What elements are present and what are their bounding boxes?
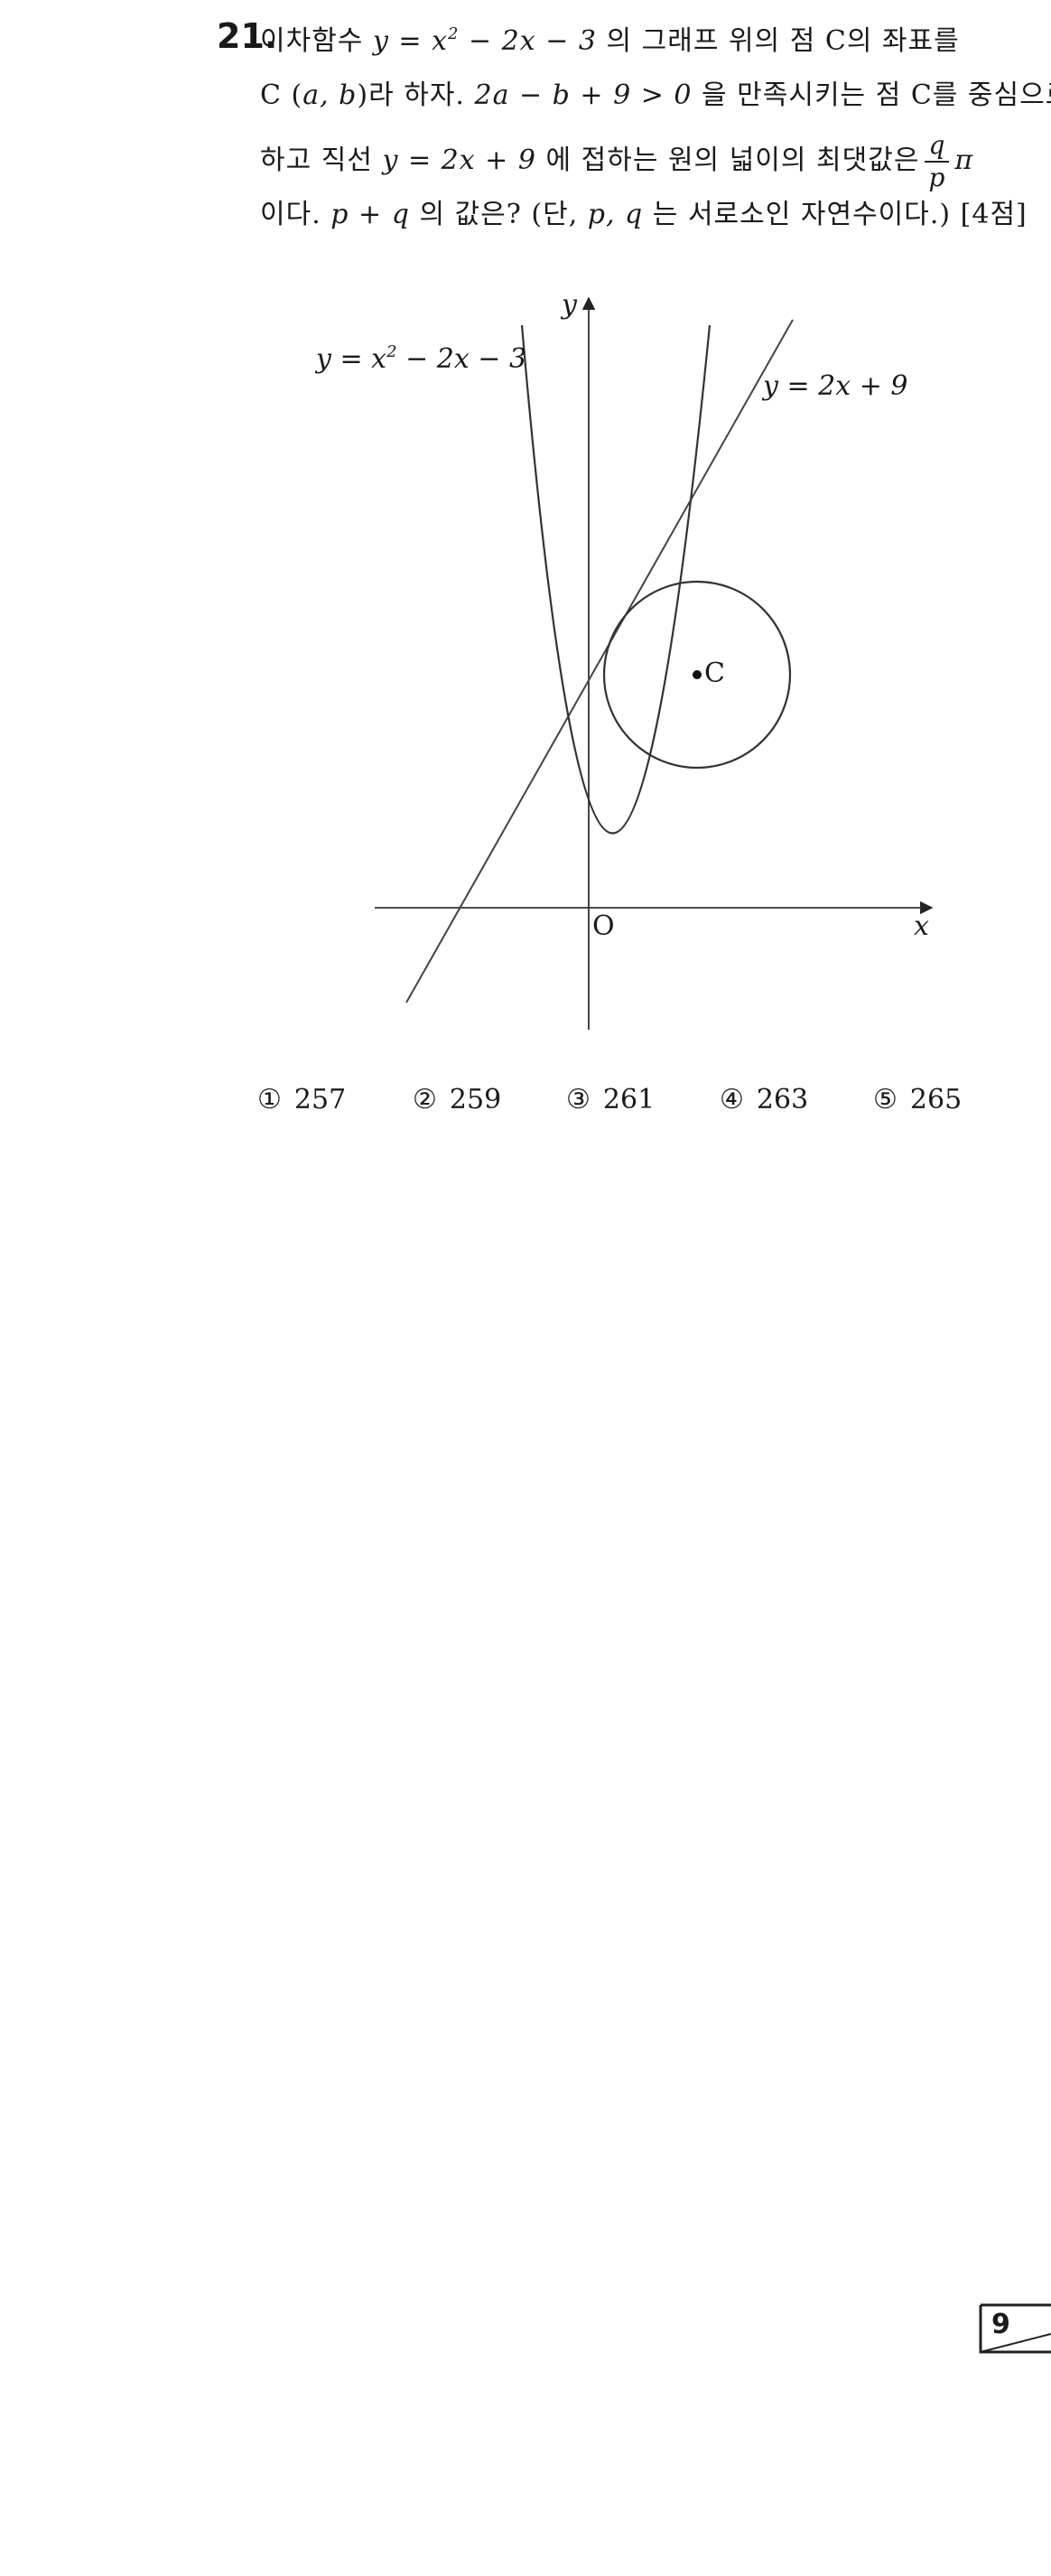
text-segment: 이다. <box>260 199 331 230</box>
choice-value: 265 <box>909 1084 963 1115</box>
inequality: 2a − b + 9 > 0 <box>474 79 693 111</box>
choice-value: 263 <box>756 1084 809 1115</box>
choice-value: 259 <box>449 1084 502 1115</box>
text-segment: 이차함수 <box>260 25 373 57</box>
choice-3[interactable]: ③ 261 <box>566 1084 655 1115</box>
answer-choices: ① 257 ② 259 ③ 261 ④ 263 ⑤ 265 <box>257 1084 1007 1129</box>
problem-line-1: 이차함수 y = x2 − 2x − 3 의 그래프 위의 점 C의 좌표를 <box>260 18 960 58</box>
pi-symbol: π <box>954 145 974 176</box>
coprime-variables: p, q <box>587 199 644 230</box>
graph-svg <box>375 296 934 1030</box>
question-number: 21. <box>217 16 278 56</box>
circle <box>602 580 792 770</box>
point-variables: a, b <box>302 79 358 111</box>
y-axis-label: y <box>562 289 577 321</box>
text-segment: C ( <box>260 79 303 111</box>
choice-value: 261 <box>602 1084 656 1115</box>
choice-marker: ③ <box>566 1084 591 1115</box>
line-label: y = 2x + 9 <box>763 370 908 402</box>
page-number-box: 9 <box>977 2301 1051 2357</box>
center-label: C <box>704 658 725 689</box>
page-tab-shape <box>979 2303 1051 2354</box>
text-segment: 하고 직선 <box>260 145 383 176</box>
choice-2[interactable]: ② 259 <box>413 1084 501 1115</box>
fraction-denominator: p <box>928 163 946 192</box>
text-segment: )라 하자. <box>357 79 475 111</box>
line-y-2x-9 <box>405 319 794 1003</box>
choice-1[interactable]: ① 257 <box>257 1084 346 1115</box>
problem-line-3: 하고 직선 y = 2x + 9 에 접하는 원의 넓이의 최댓값은 q p π <box>260 130 973 193</box>
choice-5[interactable]: ⑤ 265 <box>873 1084 962 1115</box>
x-axis-label: x <box>914 910 929 942</box>
function-base: y = x <box>372 25 449 57</box>
sum-expression: p + q <box>330 199 410 230</box>
choice-value: 257 <box>293 1084 347 1115</box>
text-segment: 에 접하는 원의 넓이의 최댓값은 <box>535 145 920 176</box>
center-point <box>693 670 702 679</box>
origin-label: O <box>592 910 615 942</box>
problem-line-4: 이다. p + q 의 값은? (단, p, q 는 서로소인 자연수이다.) … <box>260 191 1028 231</box>
parabola-curve <box>520 324 712 835</box>
choice-marker: ① <box>257 1084 282 1115</box>
parabola-label-rest: − 2x − 3 <box>396 343 527 375</box>
text-segment: 의 그래프 위의 점 C의 좌표를 <box>596 25 960 57</box>
function-rest: − 2x − 3 <box>459 25 597 57</box>
text-segment: 을 만족시키는 점 C를 중심으로 <box>692 79 1051 111</box>
parabola-label: y = x2 − 2x − 3 <box>316 343 526 375</box>
graph-figure: y = x2 − 2x − 3 y = 2x + 9 y x O C <box>298 289 984 1066</box>
parabola-label-exponent: 2 <box>386 342 397 361</box>
text-segment: 는 서로소인 자연수이다.) [4점] <box>643 199 1028 230</box>
choice-marker: ⑤ <box>873 1084 898 1115</box>
choice-marker: ② <box>413 1084 437 1115</box>
choice-marker: ④ <box>720 1084 744 1115</box>
text-segment: 의 값은? (단, <box>409 199 588 230</box>
choice-4[interactable]: ④ 263 <box>720 1084 808 1115</box>
problem-line-2: C (a, b)라 하자. 2a − b + 9 > 0 을 만족시키는 점 C… <box>260 72 1051 112</box>
parabola-label-base: y = x <box>316 343 387 375</box>
fraction-numerator: q <box>925 130 950 163</box>
function-expression: y = x2 − 2x − 3 <box>373 25 597 57</box>
line-equation: y = 2x + 9 <box>382 145 536 176</box>
page-number: 9 <box>991 2309 1010 2340</box>
exponent: 2 <box>448 24 460 43</box>
